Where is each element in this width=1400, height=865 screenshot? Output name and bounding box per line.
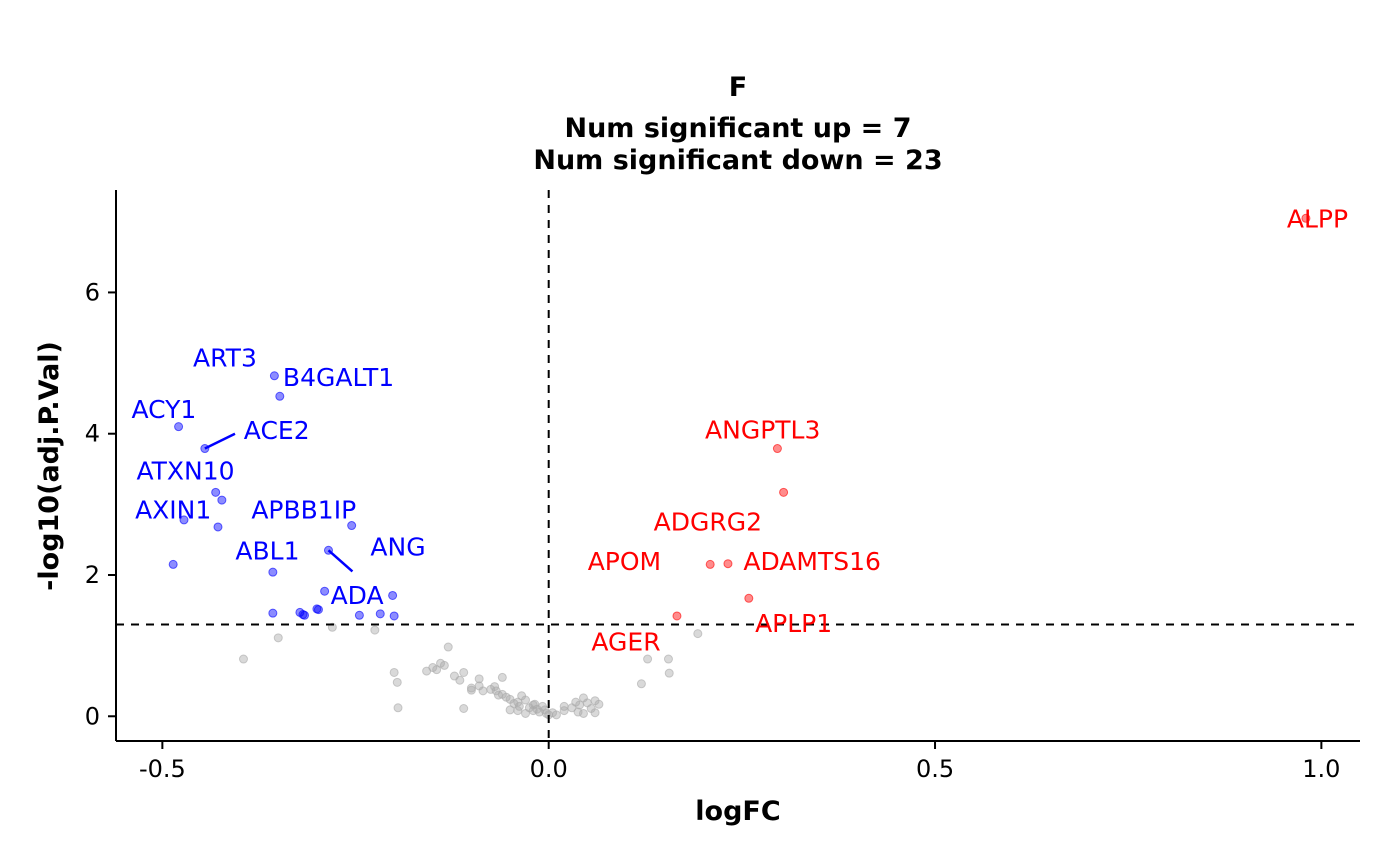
point-up	[723, 559, 733, 569]
point-ns	[497, 672, 507, 682]
point-down	[375, 609, 385, 619]
point-ns	[493, 690, 503, 700]
gene-label-angptl3: ANGPTL3	[705, 415, 820, 444]
label-leader	[204, 432, 236, 450]
point-ns	[505, 705, 515, 715]
gene-label-ace2: ACE2	[244, 416, 310, 445]
y-tick-label: 0	[85, 702, 100, 730]
point-down	[268, 567, 278, 577]
point-ns	[521, 695, 531, 705]
gene-label-acy1: ACY1	[131, 395, 196, 424]
point-down	[300, 610, 310, 620]
point-down	[313, 605, 323, 615]
y-tick-label: 6	[85, 278, 100, 306]
y-tick-label: 4	[85, 420, 100, 448]
point-ns	[273, 633, 283, 643]
point-down	[211, 487, 221, 497]
point-down	[320, 586, 330, 596]
gene-label-apbb1ip: APBB1IP	[251, 495, 356, 524]
point-ns	[459, 704, 469, 714]
point-ns	[392, 677, 402, 687]
point-ns	[486, 684, 496, 694]
point-down	[217, 495, 227, 505]
gene-label-b4galt1: B4GALT1	[283, 363, 394, 392]
points-layer	[168, 213, 1311, 720]
gene-label-axin1: AXIN1	[135, 495, 211, 524]
point-ns	[466, 685, 476, 695]
gene-label-apom: APOM	[588, 547, 661, 576]
point-up	[772, 444, 782, 454]
point-ns	[573, 707, 583, 717]
gene-label-atxn10: ATXN10	[137, 456, 235, 485]
point-down	[389, 611, 399, 621]
point-down	[168, 559, 178, 569]
y-tick-label: 2	[85, 561, 100, 589]
point-up	[705, 559, 715, 569]
gene-label-ager: AGER	[591, 627, 660, 656]
x-axis-title: logFC	[695, 796, 780, 827]
gene-label-abl1: ABL1	[235, 536, 299, 565]
labels-layer: ALPP ANGPTL3 ADGRG2 APOM ADAMTS16 APLP1 AGER AR…	[131, 204, 1348, 656]
point-ns	[370, 625, 380, 635]
point-ns	[466, 683, 476, 693]
x-axis: -0.5 0.0 0.5 1.0	[116, 740, 1360, 783]
x-tick-label: 0.5	[916, 755, 954, 783]
point-down	[174, 422, 184, 432]
x-tick-label: -0.5	[139, 755, 186, 783]
point-up	[744, 593, 754, 603]
point-down	[347, 521, 357, 531]
gene-label-art3: ART3	[193, 343, 257, 372]
point-down	[354, 610, 364, 620]
y-axis: 0 2 4 6	[85, 190, 117, 741]
point-ns	[636, 679, 646, 689]
chart-title: F	[729, 72, 747, 103]
point-ns	[389, 667, 399, 677]
point-ns	[238, 654, 248, 664]
point-ns	[643, 654, 653, 664]
point-ns	[551, 710, 561, 720]
point-ns	[559, 701, 569, 711]
point-up	[672, 611, 682, 621]
point-ns	[590, 708, 600, 718]
gene-label-ada: ADA	[331, 581, 384, 610]
point-ns	[459, 667, 469, 677]
gene-label-aplp1: APLP1	[755, 609, 832, 638]
x-tick-label: 1.0	[1302, 755, 1340, 783]
subtitle-line-2: Num significant down = 23	[533, 145, 942, 176]
point-ns	[528, 700, 538, 710]
point-down	[269, 371, 279, 381]
plot-area: ALPP ANGPTL3 ADGRG2 APOM ADAMTS16 APLP1 AGER AR…	[116, 190, 1360, 741]
point-down	[213, 522, 223, 532]
gene-label-ang: ANG	[370, 533, 425, 562]
point-down	[275, 391, 285, 401]
point-ns	[521, 708, 531, 718]
y-axis-title: -log10(adj.P.Val)	[34, 341, 65, 591]
point-ns	[432, 665, 442, 675]
point-ns	[663, 654, 673, 664]
point-ns	[594, 699, 604, 709]
point-ns	[664, 668, 674, 678]
subtitle-line-1: Num significant up = 7	[564, 113, 911, 144]
point-ns	[578, 708, 588, 718]
point-ns	[439, 660, 449, 670]
gene-label-adgrg2: ADGRG2	[654, 507, 762, 536]
point-ns	[393, 703, 403, 713]
point-ns	[455, 675, 465, 685]
point-down	[179, 515, 189, 525]
point-ns	[474, 674, 484, 684]
gene-label-adamts16: ADAMTS16	[743, 547, 881, 576]
point-up	[779, 487, 789, 497]
point-down	[268, 608, 278, 618]
point-ns	[443, 642, 453, 652]
point-up	[1301, 213, 1311, 223]
label-leader	[327, 549, 354, 573]
point-ns	[693, 629, 703, 639]
point-ns	[478, 686, 488, 696]
point-ns	[513, 706, 523, 716]
point-down	[295, 607, 305, 617]
point-down	[388, 590, 398, 600]
x-tick-label: 0.0	[530, 755, 568, 783]
gene-label-alpp: ALPP	[1287, 204, 1348, 233]
